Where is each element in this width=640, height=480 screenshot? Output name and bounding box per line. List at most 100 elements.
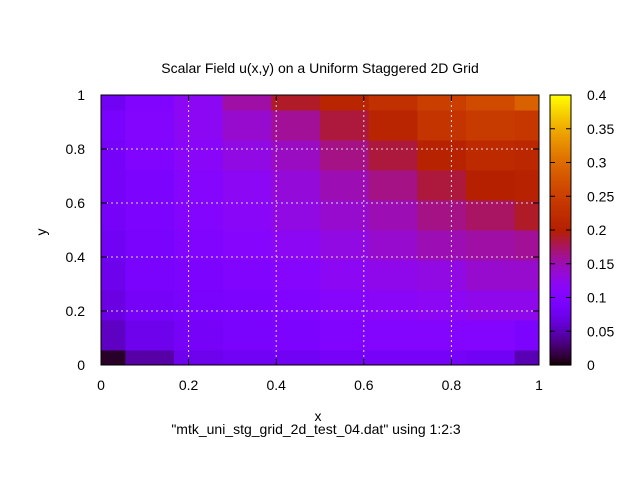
heatmap-cell <box>417 350 467 366</box>
colorbar-segment <box>550 159 571 162</box>
heatmap-cell <box>125 290 175 321</box>
colorbar-segment <box>550 351 571 354</box>
colorbar-segment <box>550 141 571 144</box>
colorbar-segment <box>550 117 571 120</box>
heatmap-cell <box>514 260 540 291</box>
colorbar-segment <box>550 247 571 250</box>
colorbar-segment <box>550 353 571 356</box>
colorbar-segment <box>550 283 571 286</box>
heatmap-cell <box>271 260 321 291</box>
x-tick-label: 0 <box>97 377 105 393</box>
colorbar-segment <box>550 171 571 174</box>
x-tick-label: 1 <box>535 377 543 393</box>
colorbar-segment <box>550 299 571 302</box>
colorbar: 0 0.05 0.1 0.15 0.2 0.25 0.3 0.35 0.4 <box>549 87 614 373</box>
x-tick-label: 0.8 <box>442 377 462 393</box>
heatmap-cell <box>125 320 175 351</box>
heatmap-cell <box>101 109 126 141</box>
colorbar-segment <box>550 175 571 178</box>
colorbar-segment <box>550 201 571 204</box>
chart-title: Scalar Field u(x,y) on a Uniform Stagger… <box>161 60 478 76</box>
colorbar-segment <box>550 107 571 110</box>
colorbar-segment <box>550 259 571 262</box>
colorbar-segment <box>550 121 571 124</box>
colorbar-segment <box>550 293 571 296</box>
colorbar-segment <box>550 243 571 246</box>
heatmap-cell <box>125 199 175 231</box>
y-tick-label: 0.6 <box>66 195 86 211</box>
colorbar-tick-label: 0.25 <box>587 188 614 204</box>
heatmap-cell <box>271 230 321 261</box>
heatmap-cell <box>514 95 540 111</box>
heatmap-cell <box>173 109 224 141</box>
x-tick-label: 0.2 <box>179 377 199 393</box>
colorbar-segment <box>550 315 571 318</box>
heatmap-cell <box>417 169 467 201</box>
colorbar-segment <box>550 101 571 104</box>
y-axis-label: y <box>33 229 49 236</box>
plot-border <box>100 94 540 366</box>
colorbar-segment <box>550 97 571 100</box>
colorbar-segment <box>550 173 571 176</box>
colorbar-segment <box>550 295 571 298</box>
colorbar-segment <box>550 95 571 98</box>
colorbar-segment <box>550 165 571 168</box>
colorbar-segment <box>550 305 571 308</box>
colorbar-segment <box>550 335 571 338</box>
colorbar-segment <box>550 341 571 344</box>
colorbar-segment <box>550 253 571 256</box>
colorbar-segment <box>550 139 571 142</box>
heatmap-cell <box>514 290 540 321</box>
heatmap-cell <box>368 260 418 291</box>
heatmap-cell <box>320 95 370 111</box>
colorbar-segment <box>550 273 571 276</box>
heatmap-cell <box>417 260 467 291</box>
x-tick-label: 0.4 <box>266 377 286 393</box>
heatmap-cell <box>101 290 126 321</box>
heatmap-cell <box>101 350 126 366</box>
colorbar-segment <box>550 321 571 324</box>
colorbar-segment <box>550 177 571 180</box>
colorbar-segment <box>550 149 571 152</box>
heatmap-cell <box>271 169 321 201</box>
heatmap-cell <box>368 230 418 261</box>
heatmap-cells <box>101 95 540 366</box>
plot-grid <box>101 95 539 365</box>
heatmap-cell <box>125 169 175 201</box>
heatmap-cell <box>222 290 272 321</box>
heatmap-cell <box>173 260 224 291</box>
colorbar-segment <box>550 281 571 284</box>
heatmap-cell <box>368 350 418 366</box>
heatmap-cell <box>368 109 418 141</box>
colorbar-tick-label: 0.2 <box>587 222 607 238</box>
heatmap-cell <box>271 109 321 141</box>
heatmap-cell <box>222 95 272 111</box>
heatmap-cell <box>101 199 126 231</box>
colorbar-segment <box>550 215 571 218</box>
heatmap-cell <box>320 109 370 141</box>
colorbar-segment <box>550 337 571 340</box>
colorbar-segment <box>550 355 571 358</box>
colorbar-segment <box>550 119 571 122</box>
colorbar-segment <box>550 313 571 316</box>
colorbar-segment <box>550 213 571 216</box>
colorbar-segment <box>550 137 571 140</box>
heatmap-cell <box>368 139 418 171</box>
colorbar-segment <box>550 105 571 108</box>
heatmap-cell <box>125 350 175 366</box>
heatmap-cell <box>417 290 467 321</box>
heatmap-cell <box>417 199 467 231</box>
heatmap-cell <box>320 230 370 261</box>
colorbar-segment <box>550 163 571 166</box>
colorbar-segment <box>550 291 571 294</box>
colorbar-segment <box>550 277 571 280</box>
colorbar-segment <box>550 115 571 118</box>
colorbar-segment <box>550 135 571 138</box>
heatmap-cell <box>466 109 516 141</box>
colorbar-segment <box>550 261 571 264</box>
heatmap-cell <box>222 169 272 201</box>
colorbar-tick-label: 0.35 <box>587 121 614 137</box>
heatmap-cell <box>466 169 516 201</box>
colorbar-segment <box>550 179 571 182</box>
colorbar-segment <box>550 151 571 154</box>
